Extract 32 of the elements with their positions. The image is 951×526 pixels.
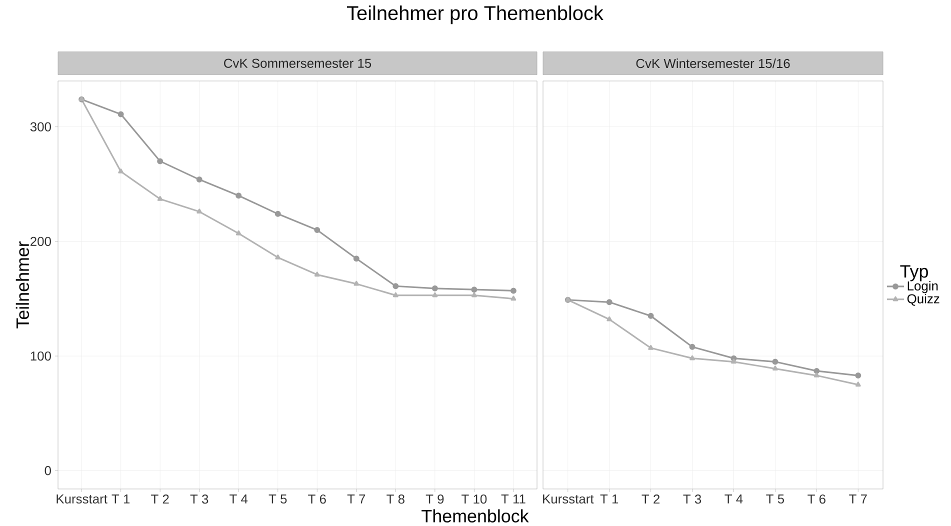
x-tick-label: T 4 <box>724 494 743 504</box>
x-tick-label: T 8 <box>386 494 404 504</box>
x-axis-title: Themenblock <box>422 509 529 522</box>
x-tick-label: T 9 <box>426 494 444 504</box>
x-tick-label: T 6 <box>808 494 826 504</box>
x-tick-label: T 3 <box>190 494 208 504</box>
y-tick-label: 300 <box>30 122 51 132</box>
x-tick-label: T 1 <box>112 494 130 504</box>
legend-label: Quizz <box>907 294 940 306</box>
x-tick-label: Kursstart <box>543 494 594 504</box>
y-tick-label: 200 <box>30 236 51 246</box>
legend-label: Login <box>908 281 938 294</box>
x-tick-label: T 4 <box>230 494 248 504</box>
chart-subtitle: CvK Wintersemester 15/16 <box>636 58 790 68</box>
x-tick-label: T 7 <box>347 494 366 504</box>
x-tick-label: T 5 <box>268 494 287 504</box>
x-tick-label: T 2 <box>151 494 169 504</box>
x-tick-label: T 2 <box>642 494 660 504</box>
chart-subtitle: CvK Sommersemester 15 <box>224 58 372 68</box>
chart-title: Teilnehmer pro Themenblock <box>346 6 604 24</box>
x-tick-label: T 1 <box>600 494 618 504</box>
legend-title: Typ <box>900 265 928 282</box>
x-tick-label: Kursstart <box>56 494 108 504</box>
x-tick-label: T 10 <box>462 494 487 504</box>
x-tick-label: T 5 <box>766 494 784 504</box>
x-tick-label: T 3 <box>683 494 702 504</box>
y-tick-label: 100 <box>30 351 51 361</box>
x-tick-label: T 11 <box>501 494 526 504</box>
x-tick-label: T 6 <box>308 494 326 504</box>
y-tick-label: 0 <box>44 466 51 476</box>
y-axis-title: Teilnehmer <box>16 241 30 328</box>
x-tick-label: T 7 <box>849 494 867 504</box>
